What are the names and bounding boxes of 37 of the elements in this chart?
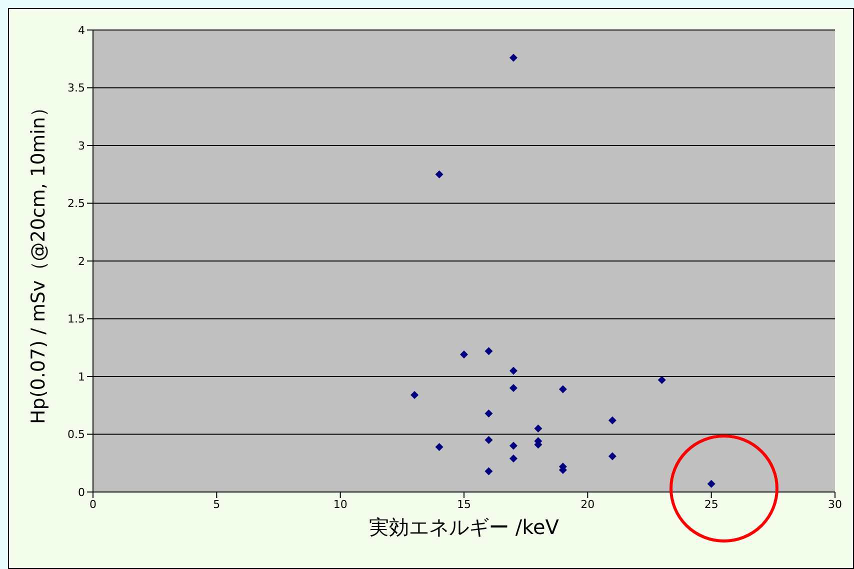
- point: [509, 54, 518, 62]
- point: [484, 347, 493, 356]
- x-tick-label: 15: [457, 498, 471, 511]
- y-tick-label: 3: [78, 139, 85, 152]
- point: [658, 376, 666, 384]
- x-tick-label: 5: [213, 498, 220, 511]
- y-tick-label: 1.5: [68, 312, 85, 326]
- x-tick-label: 20: [580, 498, 595, 511]
- x-tick-label: 30: [828, 498, 842, 511]
- point: [484, 467, 493, 476]
- x-axis-title: 実効エネルギー /keV: [369, 515, 560, 540]
- point: [509, 384, 518, 392]
- y-tick-label: 2: [78, 254, 85, 268]
- y-axis-title: Hp(0.07) / mSv（@20cm, 10min）: [28, 98, 50, 424]
- point: [608, 416, 616, 424]
- y-tick-label: 0.5: [68, 428, 85, 442]
- point: [534, 424, 542, 432]
- point: [509, 442, 518, 450]
- point: [707, 480, 716, 488]
- point: [484, 436, 493, 444]
- point: [509, 454, 518, 463]
- point: [410, 390, 419, 399]
- x-tick-label: 25: [704, 498, 718, 511]
- point: [435, 170, 444, 178]
- point: [558, 385, 567, 394]
- x-tick-label: 0: [90, 498, 96, 511]
- x-tick-label: 10: [333, 498, 348, 511]
- point: [435, 442, 444, 451]
- y-tick-label: 2.5: [68, 197, 85, 210]
- point: [460, 350, 468, 359]
- y-tick-label: 3.5: [68, 82, 85, 95]
- y-tick-label: 0: [78, 486, 85, 499]
- point: [509, 366, 518, 375]
- y-tick-label: 1: [78, 370, 85, 384]
- point: [608, 452, 616, 460]
- point: [484, 409, 493, 418]
- y-tick-label: 4: [78, 24, 85, 37]
